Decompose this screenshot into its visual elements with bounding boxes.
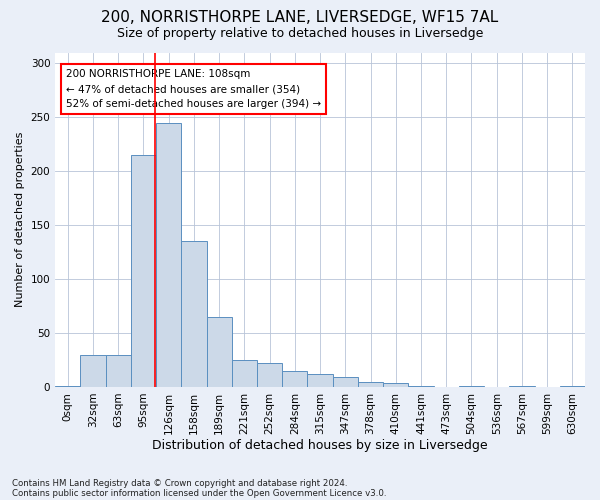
Text: Contains public sector information licensed under the Open Government Licence v3: Contains public sector information licen…	[12, 488, 386, 498]
Bar	[181, 242, 206, 387]
Bar	[509, 386, 535, 387]
Bar	[358, 382, 383, 387]
X-axis label: Distribution of detached houses by size in Liversedge: Distribution of detached houses by size …	[152, 440, 488, 452]
Bar	[131, 155, 156, 387]
Bar	[459, 386, 484, 387]
Bar	[282, 371, 307, 387]
Text: 200 NORRISTHORPE LANE: 108sqm
← 47% of detached houses are smaller (354)
52% of : 200 NORRISTHORPE LANE: 108sqm ← 47% of d…	[66, 69, 321, 109]
Bar	[206, 317, 232, 387]
Bar	[383, 382, 409, 387]
Bar	[80, 354, 106, 387]
Bar	[106, 354, 131, 387]
Bar	[55, 386, 80, 387]
Y-axis label: Number of detached properties: Number of detached properties	[15, 132, 25, 308]
Bar	[560, 386, 585, 387]
Bar	[232, 360, 257, 387]
Bar	[332, 377, 358, 387]
Bar	[156, 122, 181, 387]
Bar	[257, 363, 282, 387]
Text: Size of property relative to detached houses in Liversedge: Size of property relative to detached ho…	[117, 28, 483, 40]
Bar	[409, 386, 434, 387]
Text: Contains HM Land Registry data © Crown copyright and database right 2024.: Contains HM Land Registry data © Crown c…	[12, 478, 347, 488]
Bar	[307, 374, 332, 387]
Text: 200, NORRISTHORPE LANE, LIVERSEDGE, WF15 7AL: 200, NORRISTHORPE LANE, LIVERSEDGE, WF15…	[101, 10, 499, 25]
